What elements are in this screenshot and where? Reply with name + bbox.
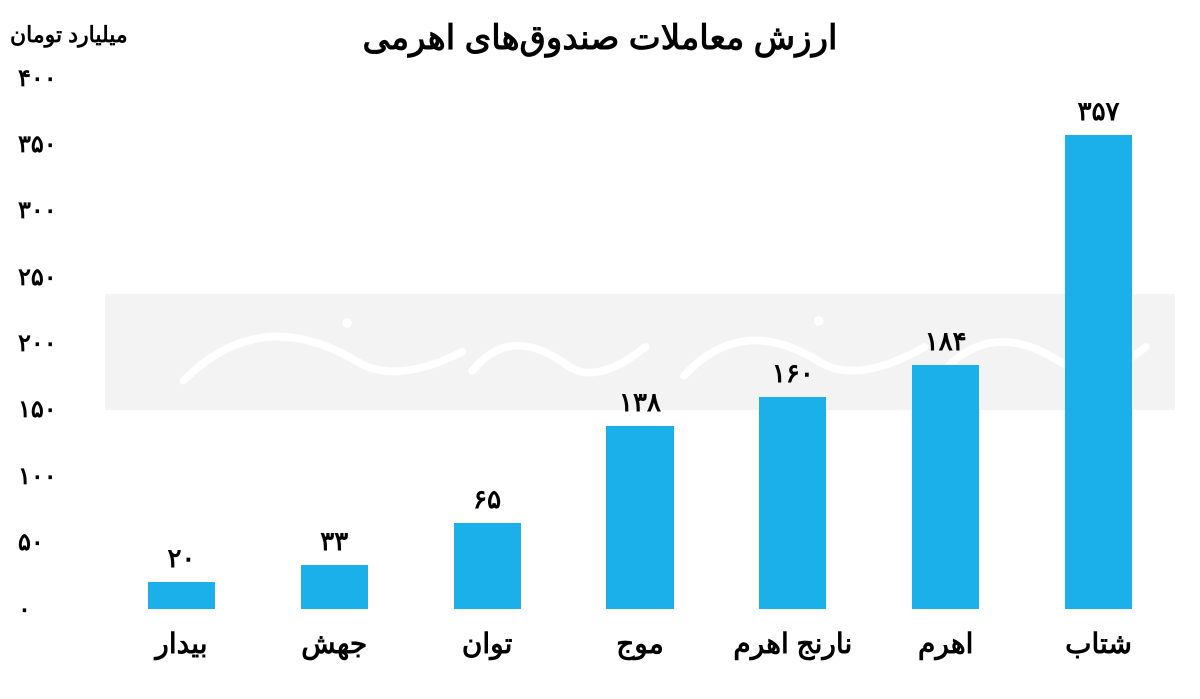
bar [301, 565, 368, 609]
bar-value-label: ۶۵ [411, 484, 564, 515]
y-tick-label: ۱۰۰ [18, 462, 95, 491]
x-category-label: جهش [258, 627, 411, 660]
x-category-label: شتاب [1022, 627, 1175, 660]
y-tick-label: ۵۰ [18, 528, 95, 557]
y-axis-unit: میلیارد تومان [10, 22, 128, 48]
bar-chart: ارزش معاملات صندوق‌های اهرمی میلیارد توم… [0, 0, 1200, 699]
bar [148, 582, 215, 609]
bar-value-label: ۳۳ [258, 526, 411, 557]
x-category-label: بیدار [105, 627, 258, 660]
bar-value-label: ۱۸۴ [869, 326, 1022, 357]
bar-value-label: ۳۵۷ [1022, 96, 1175, 127]
y-tick-label: ۱۵۰ [18, 395, 95, 424]
chart-title: ارزش معاملات صندوق‌های اهرمی [0, 18, 1200, 58]
bar [759, 397, 826, 609]
bar [912, 365, 979, 609]
bar [454, 523, 521, 609]
y-tick-label: ۳۰۰ [18, 196, 95, 225]
bar-value-label: ۱۶۰ [716, 358, 869, 389]
y-tick-label: ۰ [18, 595, 95, 624]
bar [606, 426, 673, 609]
y-tick-label: ۲۰۰ [18, 329, 95, 358]
y-tick-label: ۳۵۰ [18, 130, 95, 159]
x-category-label: توان [411, 627, 564, 660]
bar-value-label: ۱۳۸ [564, 387, 717, 418]
x-category-label: موج [564, 627, 717, 660]
x-category-label: اهرم [869, 627, 1022, 660]
bar [1065, 135, 1132, 609]
y-tick-label: ۲۵۰ [18, 263, 95, 292]
x-category-label: نارنج اهرم [716, 627, 869, 660]
bar-value-label: ۲۰ [105, 543, 258, 574]
y-tick-label: ۴۰۰ [18, 64, 95, 93]
